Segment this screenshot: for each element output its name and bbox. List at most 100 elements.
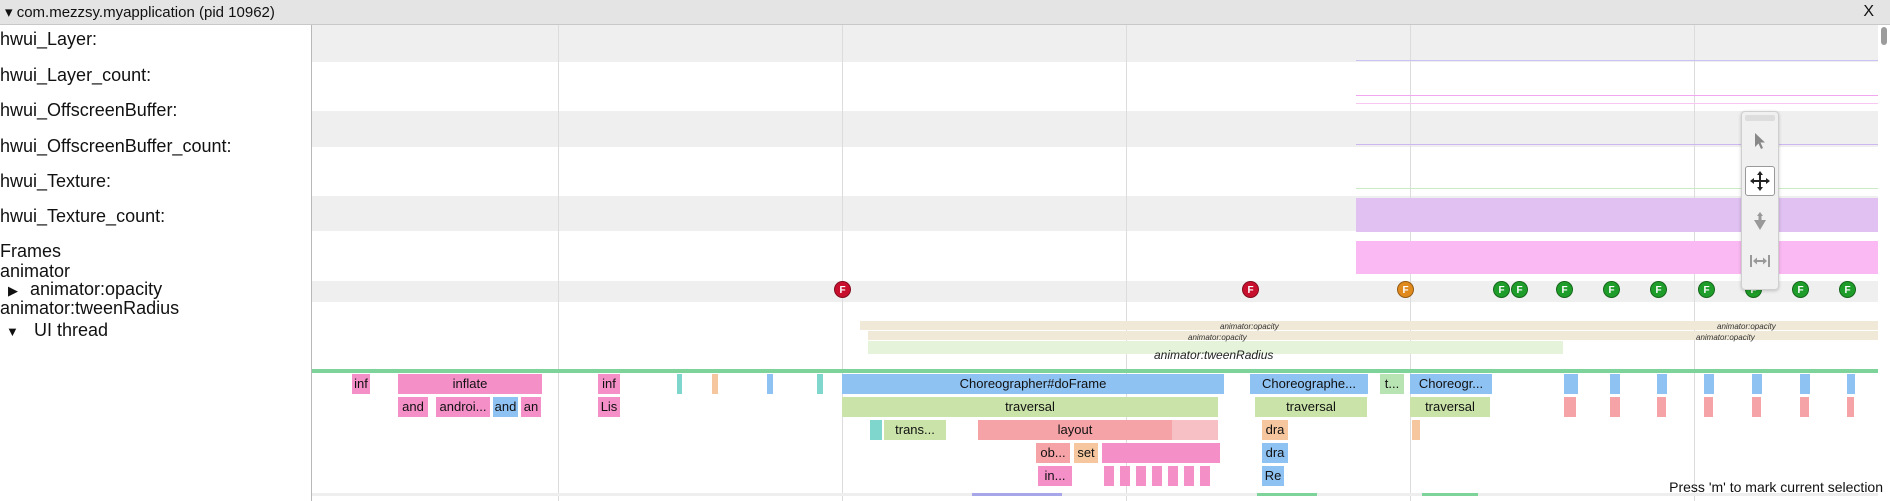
slice-lis[interactable]: Lis — [598, 397, 620, 417]
frame-marker[interactable]: F — [1839, 281, 1856, 298]
bottom-strip — [312, 493, 1878, 496]
slice-small[interactable] — [767, 374, 773, 394]
slice-re[interactable]: Re — [1262, 466, 1284, 486]
slice-small[interactable] — [1657, 374, 1667, 394]
process-title[interactable]: ▾ com.mezzsy.myapplication (pid 10962) — [5, 4, 275, 21]
vertical-scrollbar[interactable] — [1880, 25, 1888, 501]
slice-small[interactable] — [1704, 397, 1713, 417]
slice-choreographer-doframe[interactable]: Choreographer#doFrame — [842, 374, 1224, 394]
frame-marker[interactable]: F — [1242, 281, 1259, 298]
collapse-arrow-icon[interactable]: ▼ — [6, 324, 19, 339]
zoom-arrow-icon[interactable] — [1745, 206, 1775, 236]
slice-traversal[interactable]: traversal — [1410, 397, 1490, 417]
slice-small[interactable] — [1800, 397, 1809, 417]
slice-small[interactable] — [1610, 397, 1620, 417]
frame-marker[interactable]: F — [1698, 281, 1715, 298]
slice-small[interactable] — [1800, 374, 1810, 394]
slice-small[interactable] — [1610, 374, 1620, 394]
close-button[interactable]: X — [1863, 3, 1874, 20]
slice-dra[interactable]: dra — [1262, 420, 1288, 440]
frame-marker[interactable]: F — [1397, 281, 1414, 298]
track-label-ui-thread[interactable]: ▼ UI thread — [0, 320, 108, 341]
counter-area-texture — [1356, 198, 1878, 232]
slice-an[interactable]: an — [521, 397, 541, 417]
pan-move-icon[interactable] — [1745, 166, 1775, 196]
slice-inflate[interactable]: inflate — [398, 374, 542, 394]
frame-marker[interactable]: F — [1792, 281, 1809, 298]
slice-and[interactable]: and — [493, 397, 518, 417]
slice-small[interactable] — [1704, 374, 1714, 394]
timing-range-icon[interactable] — [1745, 246, 1775, 276]
grid-line — [842, 25, 843, 501]
slice-small[interactable] — [1564, 397, 1576, 417]
slice-dra[interactable]: dra — [1262, 443, 1288, 463]
slice-small[interactable] — [1168, 466, 1178, 486]
counter-area-texture-count — [1356, 241, 1878, 274]
slice-small[interactable] — [677, 374, 682, 394]
slice-t[interactable]: t... — [1380, 374, 1404, 394]
track-label-hwui-layer-count: hwui_Layer_count: — [0, 65, 152, 85]
animator-tweenradius-bar[interactable] — [868, 341, 1563, 354]
slice-small[interactable] — [1184, 466, 1194, 486]
slice-small[interactable] — [1752, 374, 1762, 394]
bottom-strip-mark — [1257, 493, 1317, 496]
row-band — [312, 111, 1878, 147]
slice-traversal[interactable]: traversal — [1255, 397, 1367, 417]
slice-and[interactable]: and — [398, 397, 428, 417]
timeline-track-area[interactable]: F F F F F F F F F F F F animator:opacity… — [312, 25, 1878, 501]
bottom-strip-mark — [972, 493, 1062, 496]
scrollbar-thumb[interactable] — [1881, 27, 1887, 45]
slice-small[interactable] — [1136, 466, 1146, 486]
slice-small[interactable] — [1412, 420, 1420, 440]
track-label-frames: Frames — [0, 241, 62, 261]
slice-ob[interactable]: ob... — [1036, 443, 1070, 463]
process-header[interactable]: ▾ com.mezzsy.myapplication (pid 10962) X — [0, 0, 1890, 25]
track-label-ui-thread-text: UI thread — [34, 320, 109, 340]
slice-layout[interactable]: layout — [978, 420, 1172, 440]
track-label-hwui-offscreenbuffer-count: hwui_OffscreenBuffer_count: — [0, 136, 232, 156]
toolbar-drag-handle[interactable] — [1745, 115, 1775, 121]
slice-inf[interactable]: inf — [598, 374, 620, 394]
slice-small[interactable] — [1657, 397, 1666, 417]
animator-opacity-bar[interactable] — [860, 321, 1878, 330]
counter-line — [1356, 103, 1878, 104]
slice-choreographer[interactable]: Choreographe... — [1250, 374, 1368, 394]
grid-line — [1126, 25, 1127, 501]
slice-small[interactable] — [1120, 466, 1130, 486]
frame-marker[interactable]: F — [1603, 281, 1620, 298]
activity-strip — [312, 369, 1878, 373]
slice-small[interactable] — [1152, 466, 1162, 486]
slice-small[interactable] — [1104, 466, 1114, 486]
track-label-animator-opacity[interactable]: ▶ animator:opacity — [0, 279, 162, 300]
slice-small[interactable] — [1847, 397, 1854, 417]
slice-small[interactable] — [1847, 374, 1855, 394]
slice-choreographer[interactable]: Choreogr... — [1410, 374, 1492, 394]
slice-small[interactable] — [1172, 420, 1218, 440]
frame-marker[interactable]: F — [1493, 281, 1510, 298]
track-label-hwui-layer: hwui_Layer: — [0, 29, 98, 49]
animator-opacity-bar[interactable] — [868, 331, 1878, 340]
slice-traversal[interactable]: traversal — [842, 397, 1218, 417]
slice-small[interactable] — [817, 374, 823, 394]
slice-small[interactable] — [1200, 466, 1210, 486]
mouse-mode-toolbar[interactable] — [1741, 111, 1779, 290]
slice-small[interactable] — [712, 374, 718, 394]
slice-trans[interactable]: trans... — [884, 420, 946, 440]
slice-androi[interactable]: androi... — [436, 397, 490, 417]
frame-marker[interactable]: F — [1650, 281, 1667, 298]
frame-marker[interactable]: F — [834, 281, 851, 298]
animator-tweenradius-label: animator:tweenRadius — [1154, 348, 1274, 362]
process-title-text: com.mezzsy.myapplication (pid 10962) — [16, 4, 275, 21]
slice-set[interactable]: set — [1074, 443, 1098, 463]
slice-in[interactable]: in... — [1038, 466, 1072, 486]
slice-small[interactable] — [1102, 443, 1220, 463]
slice-inf[interactable]: inf — [352, 374, 370, 394]
selection-pointer-icon[interactable] — [1745, 126, 1775, 156]
track-labels-panel: hwui_Layer: hwui_Layer_count: hwui_Offsc… — [0, 25, 312, 501]
slice-small[interactable] — [870, 420, 882, 440]
slice-small[interactable] — [1564, 374, 1578, 394]
frame-marker[interactable]: F — [1511, 281, 1528, 298]
expand-arrow-icon[interactable]: ▶ — [8, 283, 18, 298]
slice-small[interactable] — [1752, 397, 1761, 417]
frame-marker[interactable]: F — [1556, 281, 1573, 298]
